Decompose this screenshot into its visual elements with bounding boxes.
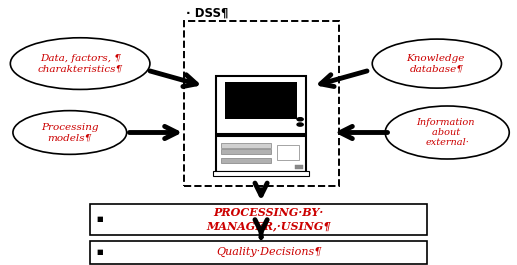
Bar xyxy=(296,165,303,169)
Text: Processing
models¶: Processing models¶ xyxy=(41,123,99,142)
Bar xyxy=(184,21,339,186)
Text: Data, factors, ¶
charakteristics¶: Data, factors, ¶ charakteristics¶ xyxy=(38,54,123,73)
Text: Information 
about 
external·: Information about external· xyxy=(416,118,478,147)
Ellipse shape xyxy=(372,39,501,88)
Bar xyxy=(90,241,427,264)
Text: · DSS¶: · DSS¶ xyxy=(186,7,229,20)
Ellipse shape xyxy=(13,111,127,154)
Text: Knowledge 
database¶: Knowledge database¶ xyxy=(406,54,468,73)
Bar xyxy=(277,145,299,160)
Circle shape xyxy=(297,123,303,126)
Bar xyxy=(216,136,306,172)
Bar xyxy=(221,143,271,148)
Bar xyxy=(216,76,306,134)
Text: ■: ■ xyxy=(97,249,103,255)
Text: Quality·Decisions¶: Quality·Decisions¶ xyxy=(216,247,322,258)
Ellipse shape xyxy=(385,106,509,159)
Bar xyxy=(225,82,297,119)
Circle shape xyxy=(297,118,303,121)
Bar xyxy=(213,171,309,176)
Bar xyxy=(221,158,271,163)
Bar xyxy=(221,149,271,154)
Text: PROCESSING·BY·
MANAGER,·USING¶: PROCESSING·BY· MANAGER,·USING¶ xyxy=(207,207,331,231)
Bar xyxy=(90,204,427,235)
Text: ■: ■ xyxy=(97,216,103,222)
Ellipse shape xyxy=(10,38,150,90)
